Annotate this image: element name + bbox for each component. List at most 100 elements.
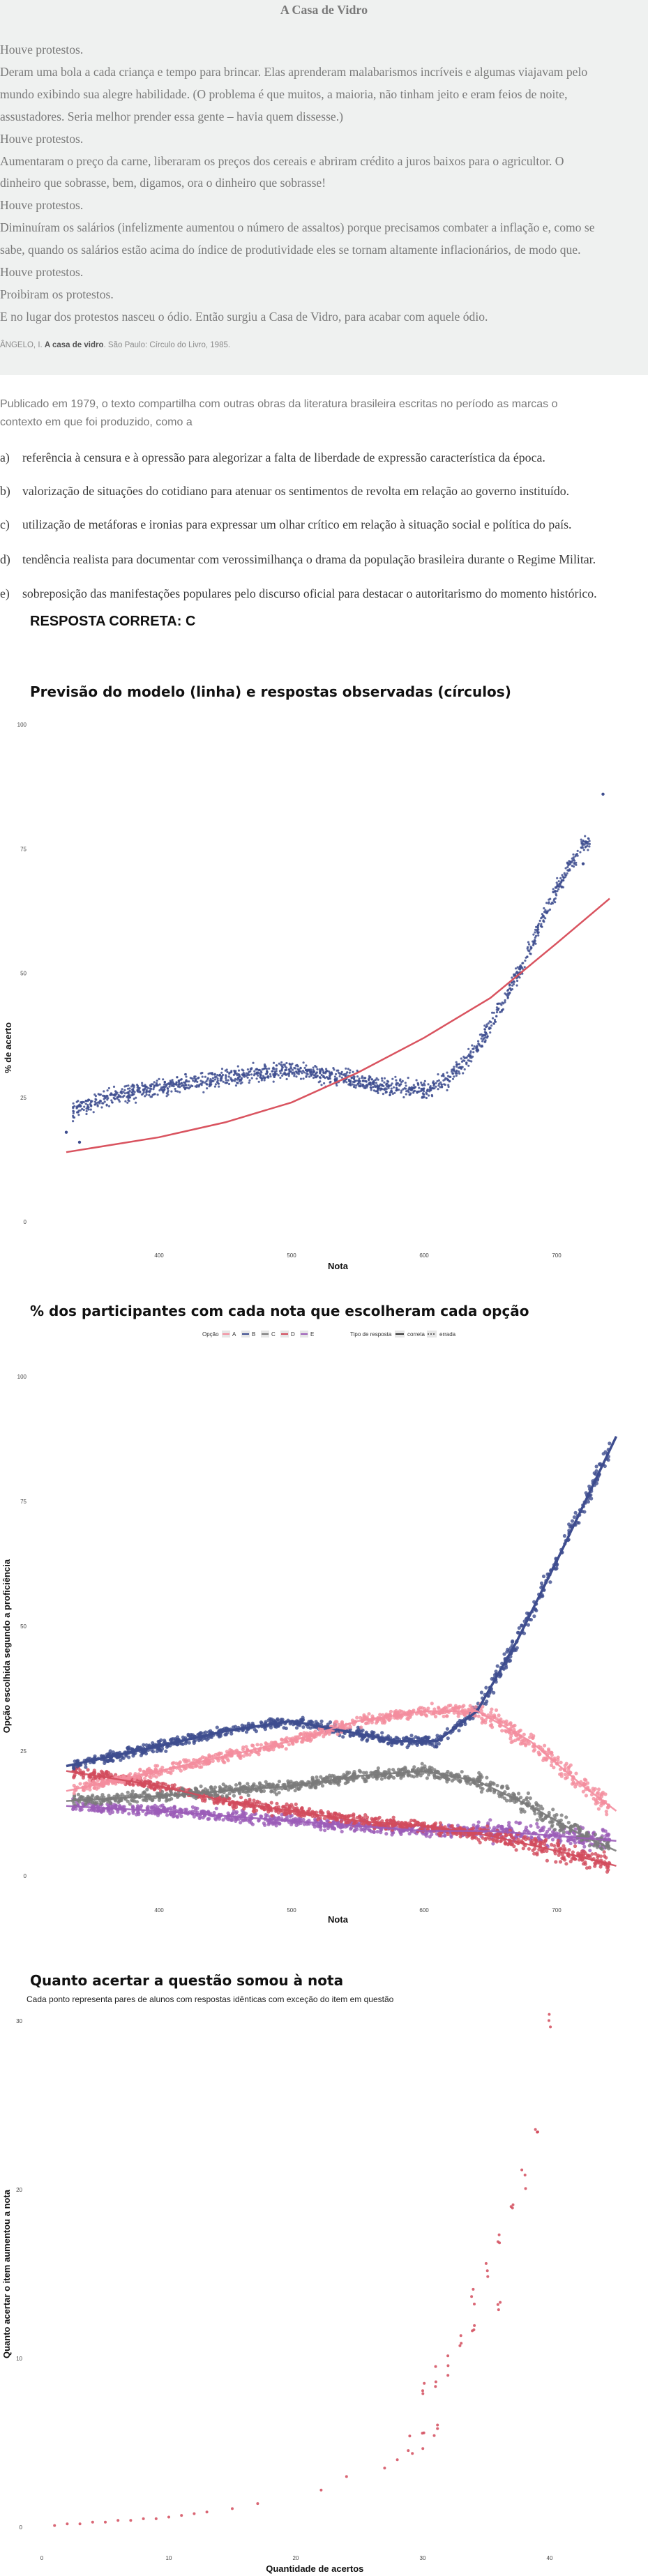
option-point-C xyxy=(555,1822,560,1826)
option-point-E xyxy=(232,1809,236,1813)
observed-point xyxy=(211,1072,213,1075)
option-point-D xyxy=(503,1842,508,1846)
passage-line: dinheiro que sobrasse, bem, digamos, ora… xyxy=(0,176,326,190)
observed-point xyxy=(263,1065,266,1068)
observed-point xyxy=(255,1077,258,1080)
observed-point xyxy=(447,1084,450,1086)
observed-point xyxy=(235,1072,238,1075)
observed-point xyxy=(296,1063,299,1066)
option-point-E xyxy=(398,1831,402,1835)
observed-point xyxy=(308,1070,311,1073)
option-point-B xyxy=(400,1742,404,1746)
observed-point xyxy=(547,909,550,912)
option-point-D xyxy=(495,1832,499,1836)
observed-point xyxy=(483,1028,486,1031)
passage-line: assustadores. Seria melhor prender essa … xyxy=(0,109,343,123)
observed-point xyxy=(319,1077,322,1079)
option-point-D xyxy=(485,1824,490,1828)
observed-point xyxy=(248,1081,250,1084)
observed-point xyxy=(475,1049,478,1052)
observed-point xyxy=(163,1081,166,1084)
option-point-C xyxy=(238,1782,242,1786)
option-point-E xyxy=(153,1812,157,1816)
option-point-D xyxy=(554,1860,558,1864)
option-point-B xyxy=(570,1519,575,1523)
option-point-C xyxy=(91,1801,95,1805)
option-point-E xyxy=(542,1825,546,1829)
option-point-C xyxy=(505,1784,509,1788)
observed-point xyxy=(257,1080,260,1083)
option-point-C xyxy=(468,1782,473,1786)
option-c[interactable]: c) utilização de metáforas e ironias para… xyxy=(0,517,571,532)
observed-point xyxy=(356,1079,359,1082)
observed-point xyxy=(245,1075,248,1077)
observed-point xyxy=(532,944,535,947)
observed-point xyxy=(126,1101,129,1104)
option-point-C xyxy=(437,1776,442,1780)
option-point-C xyxy=(259,1789,263,1793)
observed-point xyxy=(119,1091,122,1094)
option-point-E xyxy=(581,1841,586,1845)
observed-point xyxy=(250,1073,253,1076)
option-point-D xyxy=(300,1806,304,1810)
observed-point xyxy=(505,993,508,996)
x-tick-label: 700 xyxy=(552,1252,562,1259)
observed-point xyxy=(562,886,565,888)
legend: Opção A B C D E Tipo de resposta correta errada xyxy=(202,1331,456,1338)
option-d[interactable]: d) tendência realista para documentar com… xyxy=(0,552,596,567)
option-point-C xyxy=(157,1798,161,1802)
observed-point xyxy=(299,1077,303,1080)
option-point-D xyxy=(476,1838,481,1842)
option-point-C xyxy=(227,1791,232,1796)
observed-point xyxy=(516,979,519,983)
observed-point xyxy=(174,1087,176,1091)
option-point-D xyxy=(507,1833,511,1837)
legend-label-E: E xyxy=(310,1331,314,1338)
option-point-B xyxy=(119,1758,123,1762)
observed-point xyxy=(398,1083,401,1086)
option-point-C xyxy=(488,1783,492,1787)
observed-point xyxy=(428,1094,430,1097)
option-point-D xyxy=(527,1847,532,1851)
option-point-E xyxy=(193,1809,197,1813)
observed-point xyxy=(238,1073,241,1077)
observed-point xyxy=(128,1100,130,1103)
observed-point xyxy=(355,1084,358,1086)
observed-point xyxy=(358,1077,361,1080)
option-e[interactable]: e) sobreposição das manifestações popular… xyxy=(0,586,597,601)
observed-point xyxy=(353,1084,356,1086)
observed-point xyxy=(308,1075,311,1078)
observed-point xyxy=(465,1056,468,1059)
option-point-E xyxy=(278,1821,282,1826)
option-point-C xyxy=(373,1775,377,1779)
observed-point xyxy=(508,983,511,986)
option-point-C xyxy=(314,1783,318,1787)
option-point-E xyxy=(495,1825,499,1829)
option-point-B xyxy=(121,1756,126,1760)
option-point-D xyxy=(512,1836,516,1840)
option-point-D xyxy=(499,1831,503,1835)
observed-point xyxy=(151,1093,154,1096)
option-b[interactable]: b) valorização de situações do cotidiano … xyxy=(0,484,569,499)
observed-point xyxy=(477,1043,480,1045)
observed-point xyxy=(236,1074,239,1077)
observed-point xyxy=(523,966,526,969)
observed-point xyxy=(245,1072,248,1075)
option-point-C xyxy=(234,1783,239,1787)
y-tick-label: 25 xyxy=(20,1095,27,1101)
observed-point xyxy=(334,1073,338,1075)
option-point-C xyxy=(72,1794,77,1798)
observed-point xyxy=(83,1105,86,1108)
option-a[interactable]: a) referência à censura e à opressão para… xyxy=(0,450,545,465)
option-point-D xyxy=(398,1824,403,1828)
observed-point xyxy=(483,1033,487,1036)
option-point-E xyxy=(150,1811,154,1815)
observed-point xyxy=(145,1091,148,1094)
observed-point xyxy=(460,1057,462,1060)
observed-point xyxy=(187,1084,190,1086)
option-point-B xyxy=(457,1729,461,1733)
observed-point xyxy=(186,1086,189,1089)
option-point-C xyxy=(126,1790,130,1794)
option-point-C xyxy=(320,1784,325,1788)
observed-point xyxy=(451,1072,454,1075)
